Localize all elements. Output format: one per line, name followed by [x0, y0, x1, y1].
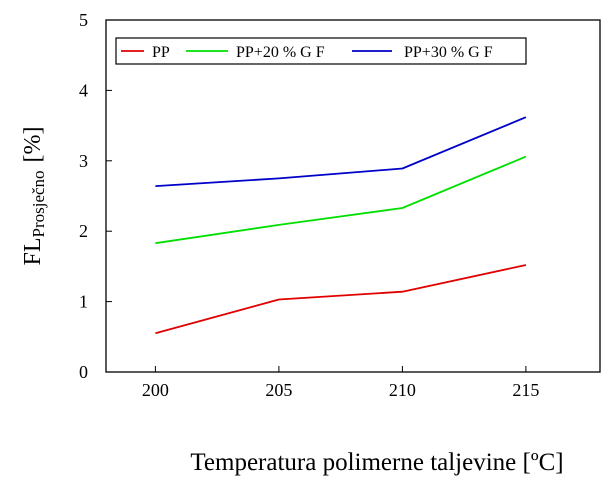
series-lines	[155, 116, 527, 335]
legend: PP PP+20 % G F PP+30 % G F	[115, 37, 527, 65]
y-tick-label: 0	[79, 362, 88, 382]
y-tick-label: 5	[79, 10, 88, 30]
series-line-2	[155, 155, 527, 245]
series-line-1	[155, 264, 527, 335]
x-tick-label: 205	[265, 380, 292, 400]
x-tick-label: 215	[512, 380, 539, 400]
y-axis-label: FLProsječno[%]	[20, 126, 48, 265]
legend-label-2: PP+20 % G F	[236, 44, 325, 61]
y-tick-label: 2	[79, 221, 88, 241]
y-tick-label: 3	[79, 151, 88, 171]
x-tick-label: 210	[389, 380, 416, 400]
y-tick-label: 4	[79, 80, 88, 100]
y-tick-label: 1	[79, 292, 88, 312]
legend-label-3: PP+30 % G F	[404, 44, 493, 61]
legend-label-1: PP	[152, 44, 170, 61]
x-tick-label: 200	[142, 380, 169, 400]
series-line-3	[155, 116, 527, 187]
legend-box	[115, 37, 527, 65]
axis-ticks: 0 1 2 3 4 5 200 205 210 215	[79, 10, 539, 400]
plot-area-frame	[105, 19, 601, 373]
x-axis-label: Temperatura polimerne taljevine [ºC]	[190, 449, 563, 476]
